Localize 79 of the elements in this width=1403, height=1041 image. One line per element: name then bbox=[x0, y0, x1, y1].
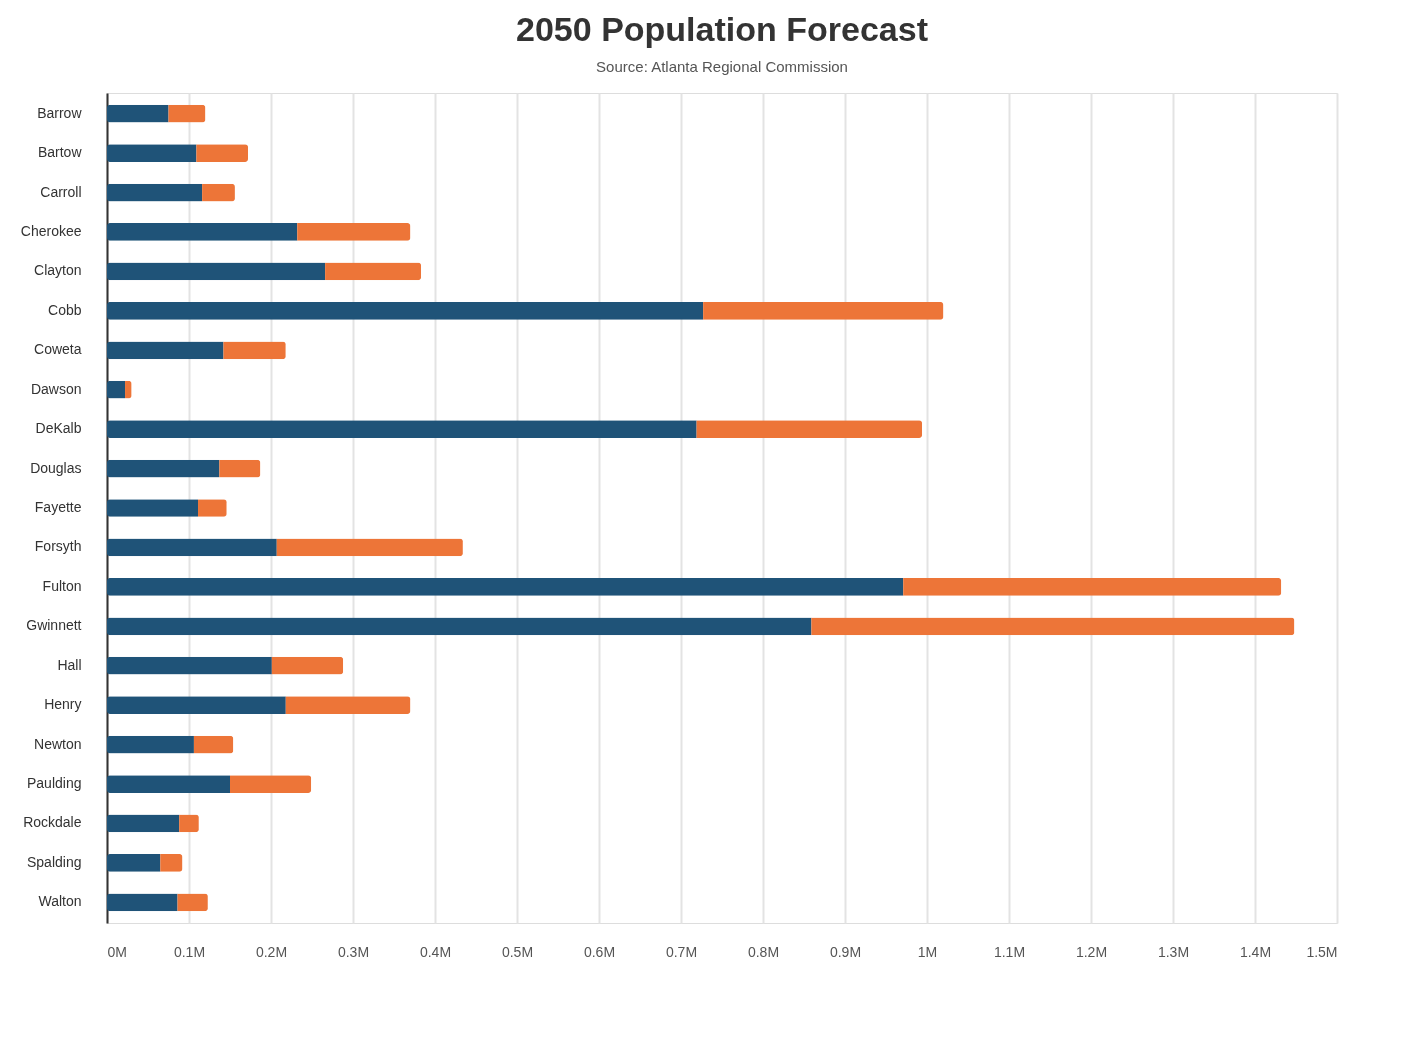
y-tick-label: Carroll bbox=[40, 183, 82, 200]
bar bbox=[223, 341, 286, 360]
y-tick-label: Hall bbox=[57, 656, 82, 673]
bar bbox=[696, 420, 923, 439]
y-tick-label: Cobb bbox=[48, 301, 82, 318]
bar bbox=[107, 696, 286, 715]
bar bbox=[107, 814, 180, 833]
x-tick-label: 1.5M bbox=[1306, 943, 1338, 960]
bar bbox=[107, 459, 220, 478]
bar bbox=[160, 854, 183, 872]
y-tick-label: Douglas bbox=[30, 459, 82, 476]
bar bbox=[179, 814, 199, 833]
y-tick-label: Forsyth bbox=[34, 538, 82, 555]
bar bbox=[107, 223, 298, 241]
bar bbox=[107, 420, 697, 439]
bar bbox=[285, 696, 411, 715]
y-tick-label: Gwinnett bbox=[26, 617, 82, 634]
bar bbox=[196, 144, 249, 162]
y-tick-label: Bartow bbox=[37, 144, 83, 161]
bar bbox=[107, 656, 272, 675]
x-tick-label: 1M bbox=[917, 943, 938, 960]
bar bbox=[107, 617, 812, 636]
y-tick-label: Henry bbox=[44, 696, 82, 713]
x-tick-label: 0.4M bbox=[419, 943, 452, 960]
bar bbox=[276, 538, 463, 557]
bar bbox=[219, 459, 261, 478]
bar bbox=[107, 499, 199, 517]
x-tick-label: 0.9M bbox=[829, 943, 862, 960]
y-tick-label: Paulding bbox=[27, 775, 82, 792]
y-tick-label: Cherokee bbox=[20, 222, 82, 239]
bar bbox=[903, 577, 1282, 596]
bar bbox=[107, 893, 178, 912]
y-tick-label: Fulton bbox=[42, 577, 82, 594]
y-tick-label: Fayette bbox=[34, 499, 82, 515]
bar bbox=[107, 775, 230, 793]
bar bbox=[107, 735, 194, 754]
y-tick-label: Clayton bbox=[34, 262, 82, 279]
bar bbox=[107, 144, 197, 162]
bar bbox=[107, 301, 704, 320]
x-tick-label: 0.5M bbox=[501, 943, 534, 960]
bar bbox=[230, 775, 312, 793]
bar bbox=[107, 854, 161, 872]
bar bbox=[271, 656, 344, 675]
y-tick-label: Barrow bbox=[37, 104, 83, 121]
bar bbox=[107, 341, 224, 360]
x-tick-label: 0.1M bbox=[173, 943, 206, 960]
x-tick-label: 0.3M bbox=[337, 943, 370, 960]
y-tick-label: Spalding bbox=[27, 853, 82, 870]
x-tick-label: 0.7M bbox=[665, 943, 698, 960]
y-tick-label: Coweta bbox=[34, 341, 82, 358]
bar bbox=[297, 223, 411, 241]
y-tick-label: Walton bbox=[38, 893, 82, 910]
bar bbox=[107, 104, 169, 123]
bar bbox=[325, 262, 422, 281]
bar bbox=[107, 538, 277, 557]
bar bbox=[107, 262, 326, 281]
bar bbox=[107, 183, 203, 202]
bar bbox=[811, 617, 1295, 636]
chart-subtitle: Source: Atlanta Regional Commission bbox=[596, 58, 848, 75]
x-tick-label: 0.2M bbox=[255, 943, 288, 960]
x-tick-label: 1.2M bbox=[1075, 943, 1108, 960]
x-tick-label: 1.3M bbox=[1157, 943, 1190, 960]
bar bbox=[177, 893, 208, 912]
chart-title: 2050 Population Forecast bbox=[516, 10, 928, 48]
x-tick-label: 0M bbox=[107, 943, 127, 960]
bar bbox=[193, 735, 234, 754]
bar bbox=[168, 104, 206, 123]
x-tick-label: 0.6M bbox=[583, 943, 616, 960]
y-tick-label: DeKalb bbox=[35, 420, 82, 437]
y-tick-label: Newton bbox=[34, 735, 82, 752]
bar bbox=[202, 183, 235, 202]
x-tick-label: 1.1M bbox=[993, 943, 1026, 960]
x-tick-label: 0.8M bbox=[747, 943, 780, 960]
bar bbox=[703, 301, 944, 320]
y-tick-label: Dawson bbox=[30, 380, 82, 397]
bar bbox=[107, 577, 904, 596]
bar bbox=[107, 380, 126, 399]
y-tick-label: Rockdale bbox=[23, 814, 82, 831]
x-tick-label: 1.4M bbox=[1239, 943, 1272, 960]
